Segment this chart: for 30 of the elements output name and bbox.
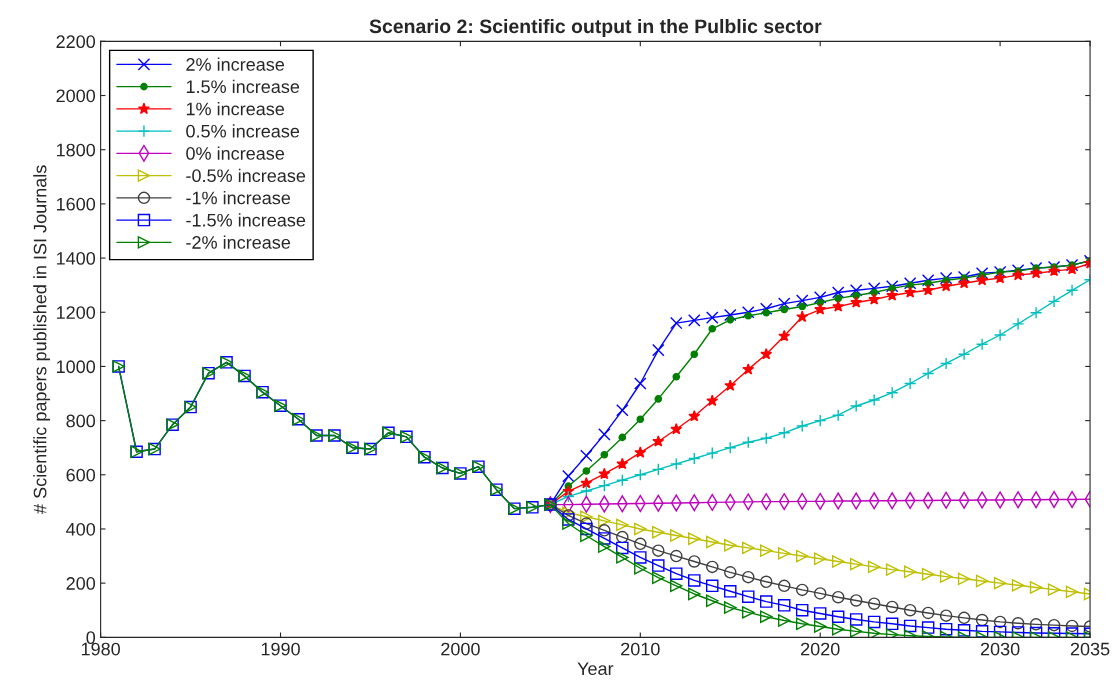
x-axis-title: Year	[577, 662, 614, 676]
y-tick-label: 1200	[56, 306, 96, 319]
chart-title: Scenario 2: Scientific output in the Pulblic sector	[369, 18, 822, 38]
y-tick-label: 1600	[56, 197, 96, 211]
legend-label: 1.5% increase	[186, 79, 300, 94]
y-tick-label: 2000	[56, 89, 96, 103]
x-tick-label: 2010	[621, 642, 660, 656]
y-tick-label: 1000	[56, 360, 96, 374]
y-tick-label: 2200	[56, 35, 96, 49]
x-tick-label: 1980	[81, 642, 120, 656]
legend-label: -1% increase	[186, 191, 291, 205]
x-tick-label: 2000	[441, 642, 480, 656]
y-tick-label: 600	[66, 468, 96, 482]
y-tick-label: 400	[66, 522, 96, 536]
y-axis-title: # Scientific papers published in ISI Journals	[33, 165, 51, 514]
legend-label: 0.5% increase	[186, 124, 300, 138]
legend-label: -2% increase	[186, 235, 291, 249]
y-tick-label: 1800	[56, 143, 96, 157]
legend-label: 2% increase	[186, 57, 285, 71]
x-tick-label: 2020	[801, 642, 840, 656]
legend-label: 0% increase	[186, 146, 285, 160]
legend-label: -0.5% increase	[186, 168, 306, 183]
x-tick-label: 1990	[261, 642, 300, 656]
y-tick-label: 200	[66, 577, 96, 590]
legend-label: -1.5% increase	[186, 213, 306, 227]
x-tick-label: 2035	[1070, 642, 1110, 656]
y-tick-label: 1400	[56, 252, 96, 265]
legend-label: 1% increase	[186, 102, 285, 116]
y-tick-label: 800	[66, 414, 96, 428]
x-tick-label: 2030	[980, 642, 1020, 656]
